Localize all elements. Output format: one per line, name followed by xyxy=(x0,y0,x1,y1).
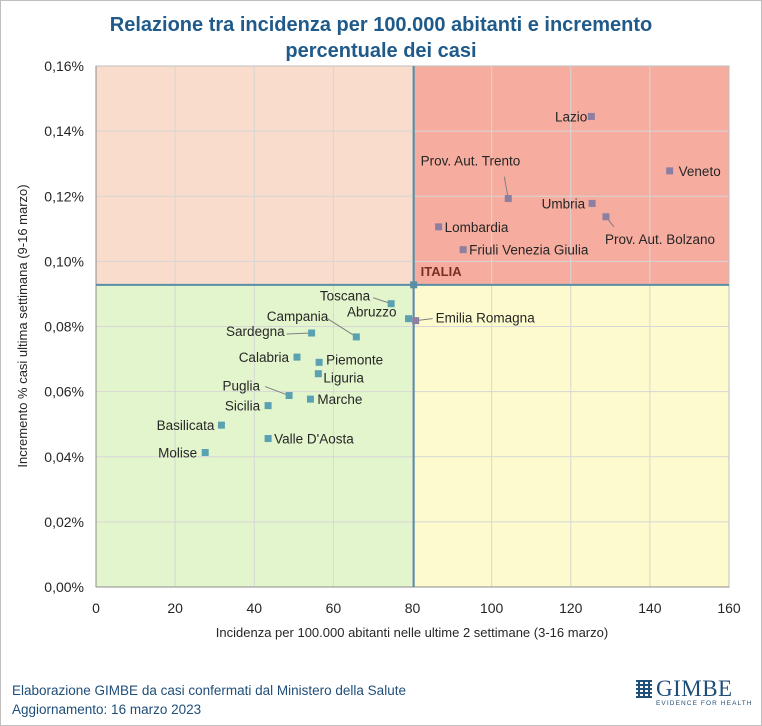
leader-line-prov-aut-trento xyxy=(503,176,509,199)
data-label-toscana: Toscana xyxy=(320,289,371,304)
footer-source-prefix: Elaborazione GIMBE xyxy=(12,683,139,698)
data-label-abruzzo: Abruzzo xyxy=(347,305,397,320)
y-tick-label: 0,14% xyxy=(44,123,84,139)
gimbe-logo-tagline: EVIDENCE FOR HEALTH xyxy=(656,700,753,707)
chart-title: Relazione tra incidenza per 100.000 abit… xyxy=(0,12,762,64)
data-point-umbria xyxy=(588,199,596,207)
x-tick-label: 80 xyxy=(405,600,421,616)
data-label-prov-aut-bolzano: Prov. Aut. Bolzano xyxy=(605,232,715,247)
y-axis-label: Incremento % casi ultima settimana (9-16… xyxy=(15,184,30,467)
reference-label: ITALIA xyxy=(421,264,463,279)
data-point-puglia xyxy=(285,392,293,400)
gimbe-logo-name: GIMBE xyxy=(656,676,733,701)
y-tick-label: 0,16% xyxy=(44,58,84,74)
x-tick-label: 60 xyxy=(326,600,342,616)
data-label-piemonte: Piemonte xyxy=(326,352,383,367)
quadrant-bottom-left xyxy=(96,284,414,587)
data-label-lazio: Lazio xyxy=(555,109,587,124)
y-tick-label: 0,04% xyxy=(44,449,84,465)
gimbe-logo-mark xyxy=(636,680,652,698)
data-point-toscana xyxy=(387,300,395,308)
scatter-chart: ITALIA Lazio Veneto Prov. Aut. Trento Umbria… xyxy=(15,58,741,640)
x-tick-label: 0 xyxy=(92,600,100,616)
data-label-friuli-venezia-giulia: Friuli Venezia Giulia xyxy=(469,243,589,258)
data-point-marche xyxy=(306,395,314,403)
data-point-emilia-romagna xyxy=(412,317,420,325)
chart-title-line-2: percentuale dei casi xyxy=(285,40,477,62)
y-tick-label: 0,12% xyxy=(44,188,84,204)
data-label-sicilia: Sicilia xyxy=(225,399,261,414)
data-point-piemonte xyxy=(315,358,323,366)
quadrant-top-left xyxy=(96,66,414,285)
axes xyxy=(95,65,730,588)
data-point-sicilia xyxy=(264,402,272,410)
data-label-molise: Molise xyxy=(158,446,197,461)
point-labels: ITALIA Lazio Veneto Prov. Aut. Trento Umbria… xyxy=(157,109,721,460)
data-point-campania xyxy=(352,333,360,341)
footer-source-rest: da casi confermati dal Ministero della S… xyxy=(141,683,406,698)
reference-point xyxy=(410,281,418,289)
data-label-emilia-romagna: Emilia Romagna xyxy=(436,311,536,326)
data-label-liguria: Liguria xyxy=(323,371,364,386)
x-tick-label: 140 xyxy=(638,600,662,616)
footer-line-1: Elaborazione GIMBE da casi confermati da… xyxy=(12,681,406,700)
x-axis-label: Incidenza per 100.000 abitanti nelle ult… xyxy=(216,625,608,640)
data-point-veneto xyxy=(666,167,674,175)
data-point-calabria xyxy=(293,353,301,361)
footer: Elaborazione GIMBE da casi confermati da… xyxy=(12,681,406,719)
data-point-friuli-venezia-giulia xyxy=(459,246,467,254)
data-point-liguria xyxy=(314,370,322,378)
data-label-lombardia: Lombardia xyxy=(445,220,509,235)
data-label-valle-d-aosta: Valle D'Aosta xyxy=(274,432,354,447)
data-point-abruzzo xyxy=(405,315,413,323)
data-label-umbria: Umbria xyxy=(542,196,586,211)
data-label-puglia: Puglia xyxy=(223,379,261,394)
data-label-calabria: Calabria xyxy=(239,350,290,365)
data-label-basilicata: Basilicata xyxy=(157,418,215,433)
gimbe-logo: GIMBE EVIDENCE FOR HEALTH xyxy=(636,676,752,711)
data-label-prov-aut-trento: Prov. Aut. Trento xyxy=(421,154,521,169)
x-tick-label: 100 xyxy=(480,600,504,616)
x-tick-label: 20 xyxy=(167,600,183,616)
y-tick-label: 0,10% xyxy=(44,253,84,269)
x-tick-label: 120 xyxy=(559,600,583,616)
data-point-valle-d-aosta xyxy=(264,435,272,443)
data-label-marche: Marche xyxy=(317,392,362,407)
leader-line-sardegna xyxy=(286,332,312,335)
data-point-lazio xyxy=(587,112,595,120)
leader-line-puglia xyxy=(264,386,290,397)
x-tick-label: 160 xyxy=(717,600,741,616)
y-tick-label: 0,08% xyxy=(44,319,84,335)
y-tick-label: 0,00% xyxy=(44,579,84,595)
data-label-campania: Campania xyxy=(267,309,329,324)
leader-line-campania xyxy=(326,317,357,338)
data-label-veneto: Veneto xyxy=(679,164,721,179)
quadrant-backgrounds xyxy=(96,66,729,587)
data-point-lombardia xyxy=(435,223,443,231)
data-point-prov-aut-bolzano xyxy=(602,213,610,221)
y-tick-label: 0,06% xyxy=(44,384,84,400)
data-point-molise xyxy=(201,449,209,457)
chart-title-line-1: Relazione tra incidenza per 100.000 abit… xyxy=(109,14,653,36)
footer-line-2: Aggiornamento: 16 marzo 2023 xyxy=(12,702,202,717)
data-point-prov-aut-trento xyxy=(504,195,512,203)
y-tick-label: 0,02% xyxy=(44,514,84,530)
data-point-sardegna xyxy=(308,329,316,337)
data-points xyxy=(201,112,674,457)
tick-labels: 0 20 40 60 80 100 120 140 160 0,00% 0,02% 0,04% 0,06… xyxy=(44,58,741,616)
quadrant-bottom-right xyxy=(413,284,729,587)
x-tick-label: 40 xyxy=(246,600,262,616)
data-label-sardegna: Sardegna xyxy=(226,324,285,339)
data-point-basilicata xyxy=(217,421,225,429)
